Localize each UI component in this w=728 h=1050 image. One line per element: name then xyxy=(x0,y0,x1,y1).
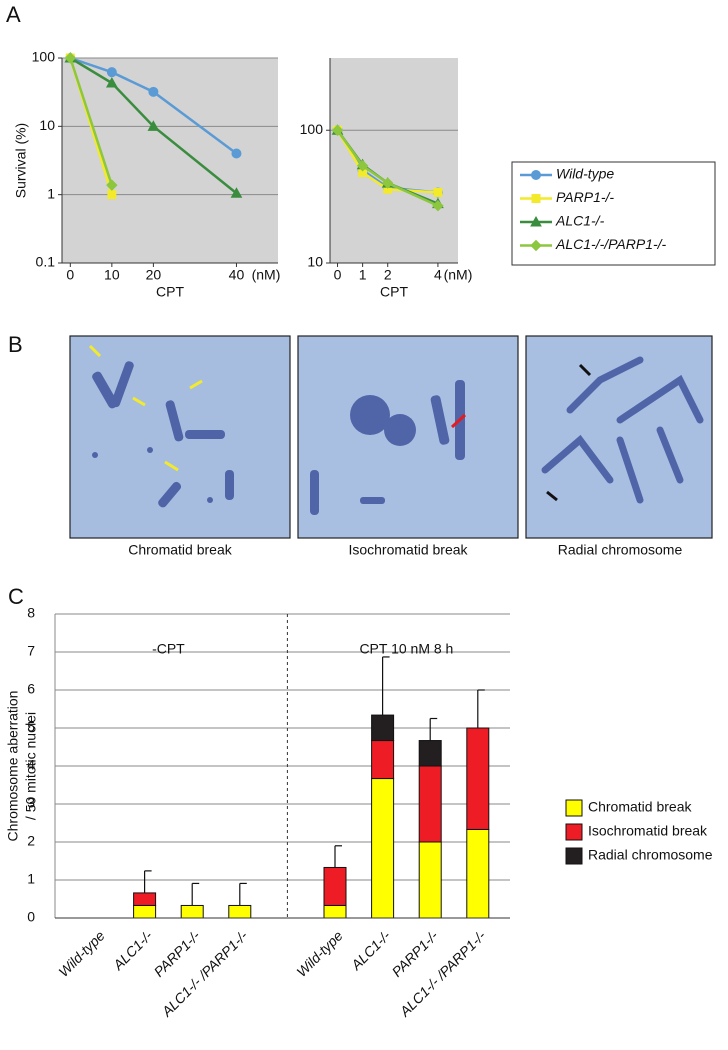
bar-segment xyxy=(371,778,395,919)
bar-segment xyxy=(418,841,442,919)
legend-swatch xyxy=(565,823,583,841)
y-tick-label: 10 xyxy=(307,254,323,270)
point xyxy=(231,148,242,159)
x-tick-label: 1 xyxy=(359,267,367,283)
plot-area xyxy=(330,58,458,263)
y-tick-label: 1 xyxy=(27,871,35,887)
point xyxy=(147,120,160,131)
y-tick-label: 6 xyxy=(27,681,35,697)
point xyxy=(106,67,117,78)
legend-marker xyxy=(531,194,541,203)
bar-segment xyxy=(228,904,252,919)
y-axis-title: Survival (%) xyxy=(13,123,29,198)
point xyxy=(230,187,243,198)
x-tick-label: 0 xyxy=(66,267,74,283)
legend-label: Radial chromosome xyxy=(588,847,713,863)
legend-marker xyxy=(530,215,542,227)
y-tick-label: 0.1 xyxy=(36,254,56,270)
micrograph-caption: Chromatid break xyxy=(128,542,232,558)
micrograph xyxy=(69,335,291,539)
bar-segment xyxy=(180,904,204,919)
bar-segment xyxy=(323,866,347,906)
micrograph-caption: Isochromatid break xyxy=(348,542,468,558)
x-tick-label: ALC1-/- /PARP1-/- xyxy=(158,927,251,1020)
y-tick-label: 0 xyxy=(27,909,35,925)
y-tick-label: 1 xyxy=(47,185,55,201)
micrograph xyxy=(297,335,519,539)
x-tick-label: ALC1-/- xyxy=(347,927,393,973)
series-line xyxy=(69,56,238,195)
series-line xyxy=(336,129,439,194)
legend-label: Isochromatid break xyxy=(588,823,708,839)
x-tick-label: 0 xyxy=(334,267,342,283)
point xyxy=(148,86,159,97)
legend-label: ALC1-/- xyxy=(555,213,605,229)
series-line xyxy=(69,57,114,186)
series-line xyxy=(69,56,238,155)
x-tick-label: ALC1-/- xyxy=(109,927,155,973)
legend-marker xyxy=(530,239,542,252)
point xyxy=(433,187,443,197)
micrograph xyxy=(525,335,713,539)
panel-label: C xyxy=(8,584,24,609)
bar-segment xyxy=(418,765,442,843)
x-unit: (nM) xyxy=(444,267,473,283)
panel-label: A xyxy=(6,2,21,27)
legend-box xyxy=(511,161,716,266)
point xyxy=(356,160,369,172)
y-tick-label: 4 xyxy=(27,757,35,773)
plot-area xyxy=(62,58,278,263)
point xyxy=(432,200,444,212)
x-tick-label: Wild-type xyxy=(293,927,346,980)
legend-label: Chromatid break xyxy=(588,799,692,815)
legend-marker xyxy=(531,170,541,180)
legend-label: PARP1-/- xyxy=(556,189,614,205)
y-tick-label: 8 xyxy=(27,605,35,621)
bar-segment xyxy=(323,904,347,919)
x-tick-label: 10 xyxy=(104,267,120,283)
bar-segment xyxy=(133,892,157,906)
bar-segment xyxy=(466,828,490,919)
y-tick-label: 7 xyxy=(27,643,35,659)
x-tick-label: 2 xyxy=(384,267,392,283)
y-axis-title: / 50 mitotic nuclei xyxy=(23,712,39,820)
x-axis-title: CPT xyxy=(156,284,184,300)
series-line xyxy=(336,129,439,207)
group-label: -CPT xyxy=(152,641,185,657)
y-tick-label: 10 xyxy=(39,117,55,133)
group-label: CPT 10 nM 8 h xyxy=(359,641,453,657)
x-tick-label: ALC1-/- /PARP1-/- xyxy=(396,927,489,1020)
y-axis-title: Chromosome aberration xyxy=(5,691,21,842)
point xyxy=(105,77,118,88)
y-tick-label: 100 xyxy=(300,121,324,137)
point xyxy=(382,177,394,189)
x-tick-label: 40 xyxy=(229,267,245,283)
bar-segment xyxy=(133,904,157,919)
x-tick-label: 4 xyxy=(434,267,442,283)
panel-label: B xyxy=(8,332,23,357)
legend-label: Wild-type xyxy=(556,166,614,182)
x-unit: (nM) xyxy=(252,267,281,283)
point xyxy=(331,124,344,136)
point xyxy=(107,190,117,200)
x-tick-label: 20 xyxy=(146,267,162,283)
x-tick-label: Wild-type xyxy=(55,927,108,980)
legend-label: ALC1-/-/PARP1-/- xyxy=(555,236,667,252)
y-tick-label: 5 xyxy=(27,719,35,735)
point xyxy=(106,179,118,191)
legend-swatch xyxy=(565,799,583,817)
bar-segment xyxy=(466,727,490,830)
point xyxy=(64,52,77,64)
x-axis-title: CPT xyxy=(380,284,408,300)
bar-segment xyxy=(371,740,395,780)
y-tick-label: 2 xyxy=(27,833,35,849)
legend-swatch xyxy=(565,847,583,865)
y-tick-label: 3 xyxy=(27,795,35,811)
bar-segment xyxy=(418,740,442,767)
y-tick-label: 100 xyxy=(32,49,56,65)
bar-segment xyxy=(371,714,395,742)
micrograph-caption: Radial chromosome xyxy=(558,542,683,558)
